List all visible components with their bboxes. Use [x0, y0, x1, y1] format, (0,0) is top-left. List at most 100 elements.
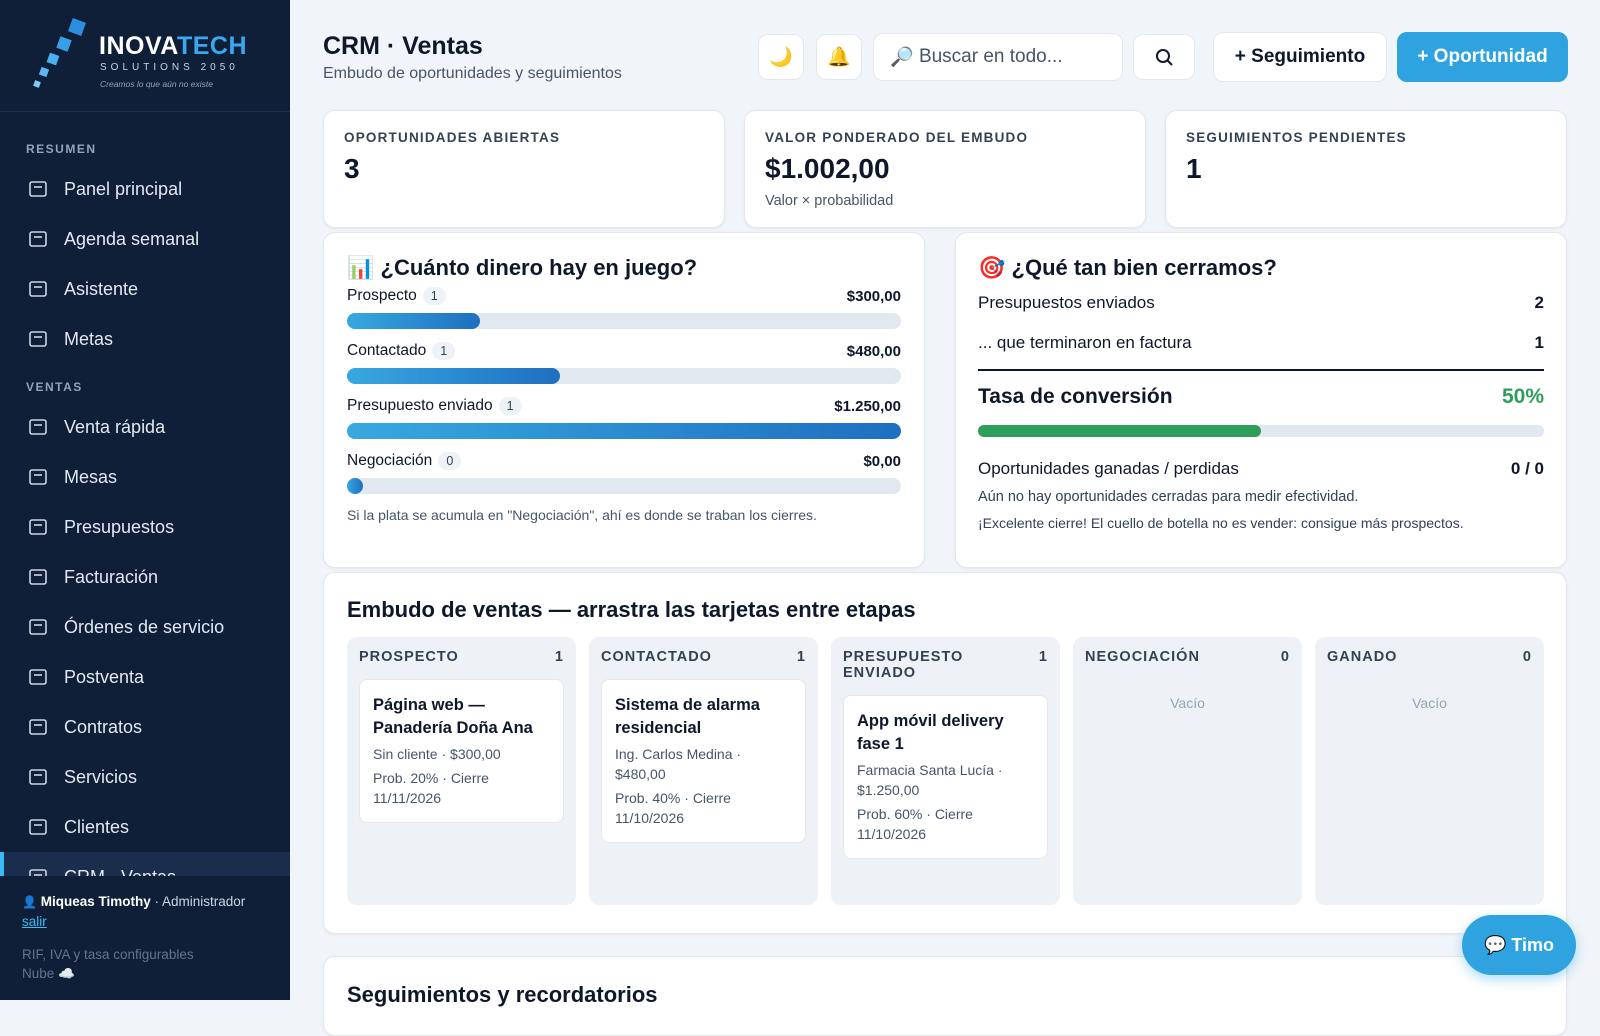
deal-title: Sistema de alarma residencial [615, 694, 792, 740]
nav-item[interactable]: Facturación [0, 552, 290, 602]
followup-button[interactable]: + Seguimiento [1213, 32, 1387, 82]
conv-value: 1 [1535, 333, 1544, 353]
followups-card: Seguimientos y recordatorios [323, 956, 1567, 1036]
money-title: ¿Cuánto dinero hay en juego? [381, 255, 698, 280]
nav-item[interactable]: Agenda semanal [0, 214, 290, 264]
nav-icon [28, 417, 48, 437]
nav-icon [28, 767, 48, 787]
kpi-value: 3 [344, 153, 704, 185]
stage-amount: $300,00 [847, 288, 901, 305]
conv-value: 2 [1535, 293, 1544, 313]
nav-label: Presupuestos [64, 517, 174, 538]
conv-label: ... que terminaron en factura [978, 333, 1192, 353]
won-lost-value: 0 / 0 [1511, 459, 1544, 479]
logout[interactable]: salir [22, 914, 47, 929]
search-button[interactable] [1133, 34, 1195, 80]
nav-item[interactable]: Órdenes de servicio [0, 602, 290, 652]
conversion-title: ¿Qué tan bien cerramos? [1012, 255, 1277, 280]
brand: INOVATECH [99, 32, 247, 61]
nav-icon [28, 279, 48, 299]
stage-bar [347, 423, 901, 439]
deal-card[interactable]: Página web — Panadería Doña Ana Sin clien… [359, 679, 564, 823]
column-name: PRESUPUESTO ENVIADO [843, 649, 1039, 681]
nav-label: Contratos [64, 717, 142, 738]
main: CRM · Ventas Embudo de oportunidades y s… [290, 0, 1600, 1000]
nav-item[interactable]: Venta rápida [0, 402, 290, 452]
stage-track [347, 478, 901, 494]
opportunity-button[interactable]: + Oportunidad [1397, 32, 1568, 82]
user-footer: 👤 Miqueas Timothy · Administrador salir … [0, 876, 290, 1000]
conv-label: Presupuestos enviados [978, 293, 1155, 313]
rate-title: Tasa de conversión [978, 385, 1173, 409]
column-name: GANADO [1327, 649, 1397, 665]
kpi-value: 1 [1186, 153, 1546, 185]
stage-name: Presupuesto enviado [347, 397, 493, 414]
stage-amount: $480,00 [847, 343, 901, 360]
nav-label: Facturación [64, 567, 158, 588]
search-box[interactable]: 🔎 Buscar en todo... [873, 33, 1123, 81]
nav-item[interactable]: Postventa [0, 652, 290, 702]
stage-amount: $0,00 [863, 453, 901, 470]
conv-note: ¡Excelente cierre! El cuello de botella … [978, 515, 1544, 531]
column-empty: Vacío [1327, 695, 1532, 711]
column-name: PROSPECTO [359, 649, 459, 665]
nav-item[interactable]: Clientes [0, 802, 290, 852]
user-role: · Administrador [155, 894, 246, 909]
rate-track [978, 425, 1544, 437]
rate-bar [978, 425, 1261, 437]
user-name: Miqueas Timothy [41, 894, 151, 909]
chat-button[interactable]: 💬 Timo [1462, 915, 1576, 975]
notifications-button[interactable]: 🔔 [816, 34, 862, 80]
nav-icon [28, 717, 48, 737]
nav-item[interactable]: Servicios [0, 752, 290, 802]
deal-client: Sin cliente · $300,00 [373, 744, 550, 764]
deal-client: Farmacia Santa Lucía · $1.250,00 [857, 760, 1034, 800]
nav-item[interactable]: Presupuestos [0, 502, 290, 552]
nav-label: Postventa [64, 667, 144, 688]
pipeline-card: Embudo de ventas — arrastra las tarjetas… [323, 572, 1567, 934]
theme-button[interactable]: 🌙 [758, 34, 804, 80]
nav-item[interactable]: Metas [0, 314, 290, 364]
nav-label: Agenda semanal [64, 229, 199, 250]
search-icon [1155, 48, 1173, 66]
nav-item[interactable]: Contratos [0, 702, 290, 752]
page-title: CRM · Ventas [323, 32, 483, 61]
nav-icon [28, 567, 48, 587]
deal-title: Página web — Panadería Doña Ana [373, 694, 550, 740]
stage-amount: $1.250,00 [834, 398, 901, 415]
money-heading: 📊 ¿Cuánto dinero hay en juego? [347, 255, 901, 281]
nav-icon [28, 329, 48, 349]
chat-label: Timo [1511, 935, 1554, 956]
nav-icon [28, 179, 48, 199]
conv-note: Aún no hay oportunidades cerradas para m… [978, 489, 1544, 505]
column-count: 1 [797, 649, 806, 665]
nav-item[interactable]: Mesas [0, 452, 290, 502]
stage-track [347, 368, 901, 384]
cloud: Nube ☁️ [22, 966, 268, 982]
stage-count: 1 [432, 342, 455, 360]
conv-row: Presupuestos enviados 2 [978, 293, 1544, 313]
nav-item[interactable]: Panel principal [0, 164, 290, 214]
nav-icon [28, 229, 48, 249]
page-subtitle: Embudo de oportunidades y seguimientos [323, 65, 622, 83]
nav-item[interactable]: Asistente [0, 264, 290, 314]
search-placeholder: Buscar en todo... [919, 46, 1063, 68]
deal-meta: Prob. 40% · Cierre 11/10/2026 [615, 788, 792, 828]
